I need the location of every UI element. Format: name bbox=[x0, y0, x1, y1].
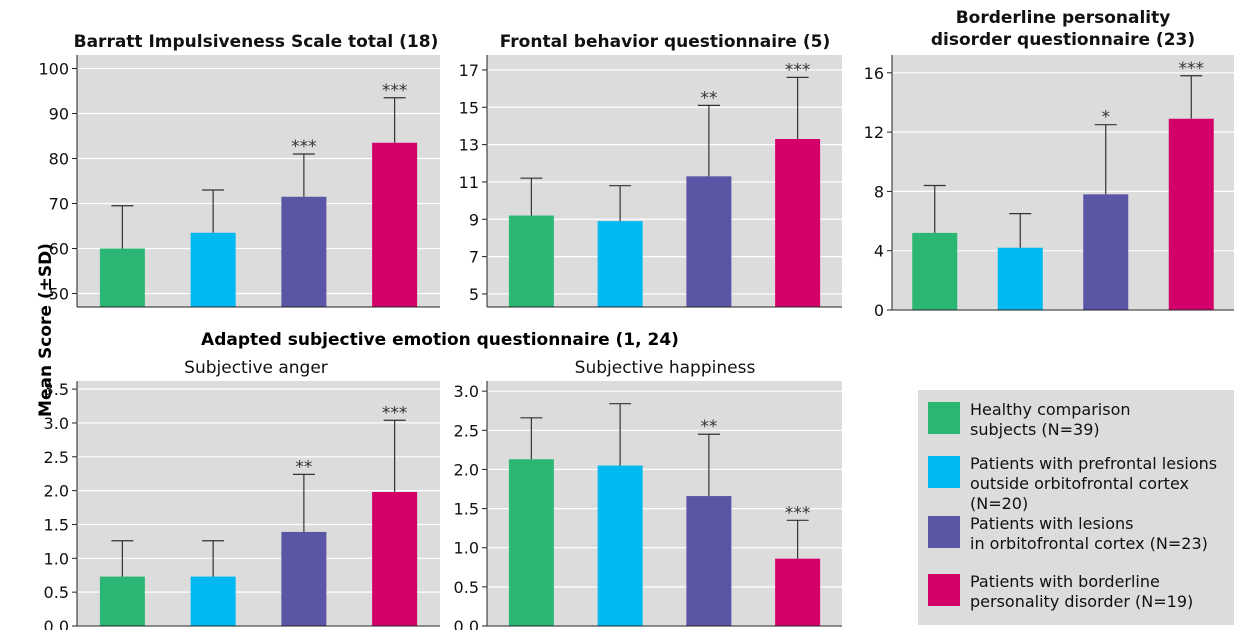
y-tick-label: 4 bbox=[874, 242, 884, 261]
y-tick-label: 1.0 bbox=[44, 549, 69, 568]
panel-title-line: Subjective anger bbox=[184, 358, 328, 378]
legend-item-prefrontal: Patients with prefrontal lesions outside… bbox=[928, 454, 1234, 514]
y-tick-label: 3.5 bbox=[44, 380, 69, 399]
legend-label-borderline: Patients with borderline personality dis… bbox=[970, 572, 1194, 611]
y-tick-label: 0.5 bbox=[454, 578, 479, 597]
significance-label: ** bbox=[295, 457, 312, 477]
legend-swatch-healthy bbox=[928, 402, 960, 434]
bar bbox=[686, 176, 732, 307]
bar bbox=[508, 215, 554, 307]
y-tick-label: 0.5 bbox=[44, 583, 69, 602]
bar bbox=[190, 576, 236, 626]
bar bbox=[1083, 194, 1129, 310]
y-tick-label: 17 bbox=[459, 61, 479, 80]
chart-panel-3: 0.00.51.01.52.02.53.03.5*****Subjective … bbox=[44, 358, 440, 630]
y-tick-label: 50 bbox=[49, 285, 69, 304]
group-title: Adapted subjective emotion questionnaire… bbox=[201, 330, 679, 350]
legend-item-orbitofrontal: Patients with lesions in orbitofrontal c… bbox=[928, 514, 1208, 554]
y-tick-label: 15 bbox=[459, 98, 479, 117]
bar bbox=[775, 139, 821, 307]
significance-label: *** bbox=[291, 137, 317, 157]
y-tick-label: 3.0 bbox=[44, 414, 69, 433]
legend-swatch-borderline bbox=[928, 574, 960, 606]
legend-item-healthy: Healthy comparison subjects (N=39) bbox=[928, 400, 1131, 440]
legend-item-borderline: Patients with borderline personality dis… bbox=[928, 572, 1193, 612]
y-tick-label: 13 bbox=[459, 136, 479, 155]
y-tick-label: 11 bbox=[459, 173, 479, 192]
y-tick-label: 5 bbox=[469, 285, 479, 304]
y-axis-label: Mean Score (±SD) bbox=[36, 243, 56, 417]
bar bbox=[190, 232, 236, 307]
panel-title-line: Borderline personality bbox=[956, 8, 1171, 28]
y-tick-label: 7 bbox=[469, 248, 479, 267]
bar bbox=[1168, 118, 1214, 310]
y-tick-label: 100 bbox=[38, 60, 69, 79]
y-tick-label: 8 bbox=[874, 182, 884, 201]
y-tick-label: 70 bbox=[49, 195, 69, 214]
y-tick-label: 80 bbox=[49, 150, 69, 169]
y-tick-label: 1.0 bbox=[454, 539, 479, 558]
legend-label-orbitofrontal: Patients with lesions in orbitofrontal c… bbox=[970, 514, 1208, 553]
significance-label: *** bbox=[785, 503, 811, 523]
bar bbox=[686, 496, 732, 626]
panel-title: Borderline personality disorder questionn… bbox=[931, 8, 1195, 50]
panel-title: Frontal behavior questionnaire (5) bbox=[500, 32, 830, 52]
legend-label-prefrontal: Patients with prefrontal lesions outside… bbox=[970, 454, 1218, 513]
bar bbox=[372, 491, 418, 626]
significance-label: ** bbox=[700, 417, 717, 437]
bar bbox=[597, 221, 643, 307]
y-tick-label: 0.0 bbox=[454, 617, 479, 630]
chart-panel-0: 50 60 70 80 90 100 *** *** Barratt Impulsiveness… bbox=[38, 32, 440, 308]
y-tick-label: 9 bbox=[469, 210, 479, 229]
y-tick-label: 1.5 bbox=[454, 500, 479, 519]
y-tick-label: 12 bbox=[864, 123, 884, 142]
y-tick-label: 2.5 bbox=[44, 448, 69, 467]
panel-title-line: Barratt Impulsiveness Scale total (18) bbox=[74, 32, 439, 52]
panel-title-line: Subjective happiness bbox=[575, 358, 756, 378]
legend-swatch-orbitofrontal bbox=[928, 516, 960, 548]
bar bbox=[597, 465, 643, 626]
panel-title: Subjective anger bbox=[184, 358, 328, 378]
bar bbox=[99, 576, 145, 626]
legend-label-healthy: Healthy comparison subjects (N=39) bbox=[970, 400, 1131, 439]
bar bbox=[99, 248, 145, 307]
significance-label: *** bbox=[382, 403, 408, 423]
y-tick-label: 3.0 bbox=[454, 382, 479, 401]
legend: Healthy comparison subjects (N=39) Patie… bbox=[918, 390, 1234, 625]
significance-label: *** bbox=[785, 60, 811, 80]
significance-label: ** bbox=[700, 88, 717, 108]
bar bbox=[281, 196, 327, 307]
bar bbox=[281, 531, 327, 626]
significance-label: * bbox=[1102, 108, 1111, 128]
bar bbox=[912, 232, 958, 310]
y-tick-label: 2.0 bbox=[44, 482, 69, 501]
bar bbox=[997, 247, 1043, 310]
panel-title: Barratt Impulsiveness Scale total (18) bbox=[74, 32, 439, 52]
y-tick-label: 90 bbox=[49, 105, 69, 124]
y-tick-label: 16 bbox=[864, 64, 884, 83]
y-tick-label: 2.0 bbox=[454, 460, 479, 479]
y-tick-label: 60 bbox=[49, 240, 69, 259]
significance-label: *** bbox=[382, 81, 408, 101]
bar bbox=[372, 142, 418, 307]
bar bbox=[508, 459, 554, 626]
panel-title: Subjective happiness bbox=[575, 358, 756, 378]
significance-label: *** bbox=[1179, 59, 1205, 79]
bar bbox=[775, 558, 821, 626]
chart-panel-4: 0.00.51.01.52.02.53.0*****Subjective hap… bbox=[454, 358, 842, 630]
panel-title-line: Frontal behavior questionnaire (5) bbox=[500, 32, 830, 52]
panel-title-line: disorder questionnaire (23) bbox=[931, 30, 1195, 50]
y-tick-label: 0.0 bbox=[44, 617, 69, 630]
y-tick-label: 0 bbox=[874, 301, 884, 320]
y-tick-label: 1.5 bbox=[44, 515, 69, 534]
legend-swatch-prefrontal bbox=[928, 456, 960, 488]
y-tick-label: 2.5 bbox=[454, 421, 479, 440]
